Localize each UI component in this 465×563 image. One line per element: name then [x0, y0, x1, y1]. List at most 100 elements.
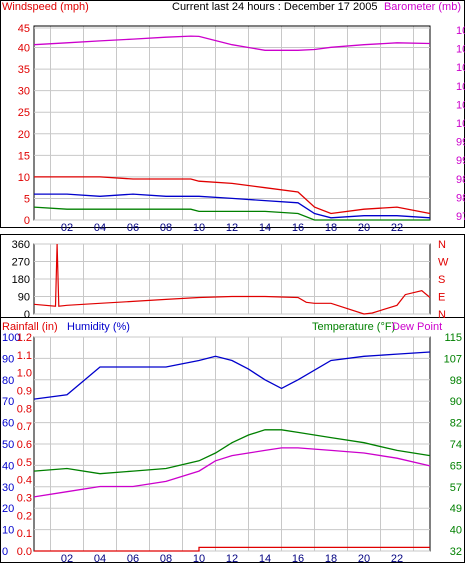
- rainfall-tick-label: 0.0: [17, 546, 32, 558]
- direction-tick-label: 360: [12, 239, 30, 251]
- hour-tick-label: 18: [325, 553, 337, 563]
- series-line-barometer: [33, 35, 431, 51]
- temperature-tick-label: 107: [444, 353, 462, 365]
- hour-tick-label: 04: [94, 222, 106, 234]
- barometer-tick-label: 980: [456, 192, 465, 204]
- rainfall-tick-label: 1.1: [17, 350, 32, 362]
- temperature-tick-label: 115: [444, 332, 462, 344]
- hour-tick-label: 20: [358, 553, 370, 563]
- hour-tick-label: 16: [292, 553, 304, 563]
- compass-tick-label: E: [438, 292, 445, 304]
- panel-2-frame: [0, 234, 465, 318]
- humidity-tick-label: 100: [2, 332, 20, 344]
- series-line-low: [33, 206, 430, 221]
- dew-point-axis-title: Dew Point: [392, 321, 443, 333]
- direction-tick-label: 90: [18, 292, 30, 304]
- hour-tick-label: 12: [226, 553, 238, 563]
- rainfall-axis-title: Rainfall (in): [2, 321, 58, 333]
- humidity-tick-label: 90: [2, 353, 14, 365]
- hour-tick-label: 06: [127, 553, 139, 563]
- rainfall-tick-label: 0.2: [17, 510, 32, 522]
- barometer-tick-label: 1007: [456, 99, 465, 111]
- rainfall-tick-label: 1.0: [17, 368, 32, 380]
- temperature-tick-label: 65: [450, 460, 462, 472]
- panel-1-frame: [0, 0, 465, 228]
- temperature-tick-label: 32: [450, 546, 462, 558]
- series-line-rainfall: [34, 546, 430, 552]
- series-line-humidity: [33, 351, 431, 400]
- windspeed-tick-label: 10: [18, 172, 30, 184]
- barometer-tick-label: 1001: [456, 118, 465, 130]
- hour-tick-label: 08: [160, 553, 172, 563]
- hour-tick-label: 14: [259, 222, 271, 234]
- humidity-tick-label: 40: [2, 460, 14, 472]
- series-line-average: [34, 193, 431, 219]
- direction-tick-label: 180: [12, 274, 30, 286]
- series-line-wind-direction: [33, 243, 431, 315]
- barometer-tick-label: 1022: [456, 44, 465, 56]
- humidity-tick-label: 20: [2, 503, 14, 515]
- windspeed-tick-label: 20: [18, 129, 30, 141]
- rainfall-tick-label: 0.4: [17, 475, 32, 487]
- barometer-tick-label: 1027: [456, 25, 465, 37]
- rainfall-tick-label: 0.7: [17, 421, 32, 433]
- windspeed-tick-label: 0: [24, 215, 30, 227]
- hour-tick-label: 08: [160, 222, 172, 234]
- windspeed-tick-label: 15: [18, 150, 30, 162]
- humidity-tick-label: 60: [2, 418, 14, 430]
- rainfall-tick-label: 0.1: [17, 528, 32, 540]
- humidity-axis-title: Humidity (%): [67, 321, 130, 333]
- humidity-tick-label: 10: [2, 525, 14, 537]
- rainfall-tick-label: 0.3: [17, 493, 32, 505]
- windspeed-tick-label: 40: [18, 43, 30, 55]
- humidity-tick-label: 30: [2, 482, 14, 494]
- barometer-tick-label: 991: [456, 155, 465, 167]
- compass-tick-label: N: [438, 239, 446, 251]
- series-line-temperature: [33, 429, 431, 475]
- series-line-gust: [34, 176, 431, 215]
- barometer-tick-label: 1016: [456, 62, 465, 74]
- temperature-tick-label: 90: [450, 396, 462, 408]
- hour-tick-label: 10: [193, 222, 205, 234]
- temperature-tick-label: 74: [450, 439, 462, 451]
- series-line-dew-point: [33, 447, 431, 498]
- hour-tick-label: 04: [94, 553, 106, 563]
- rainfall-tick-label: 0.5: [17, 457, 32, 469]
- temperature-tick-label: 82: [450, 418, 462, 430]
- windspeed-tick-label: 35: [18, 64, 30, 76]
- humidity-tick-label: 80: [2, 375, 14, 387]
- windspeed-tick-label: 25: [18, 107, 30, 119]
- hour-tick-label: 06: [127, 222, 139, 234]
- hour-tick-label: 12: [226, 222, 238, 234]
- temperature-tick-label: 98: [450, 375, 462, 387]
- rainfall-tick-label: 1.2: [17, 332, 32, 344]
- hour-tick-label: 16: [292, 222, 304, 234]
- hour-tick-label: 18: [325, 222, 337, 234]
- temperature-tick-label: 57: [450, 482, 462, 494]
- compass-tick-label: N: [438, 309, 446, 321]
- humidity-tick-label: 0: [2, 546, 8, 558]
- windspeed-axis-title: Windspeed (mph): [2, 1, 89, 13]
- hour-tick-label: 10: [193, 553, 205, 563]
- barometer-tick-label: 975: [456, 211, 465, 223]
- graph-title: Current last 24 hours : December 17 2005: [172, 1, 378, 13]
- barometer-tick-label: 985: [456, 174, 465, 186]
- rainfall-tick-label: 0.8: [17, 403, 32, 415]
- hour-tick-label: 14: [259, 553, 271, 563]
- barometer-axis-title: Barometer (mb): [383, 1, 461, 13]
- humidity-tick-label: 50: [2, 439, 14, 451]
- hour-tick-label: 22: [391, 222, 403, 234]
- temperature-tick-label: 49: [450, 503, 462, 515]
- compass-tick-label: S: [438, 274, 445, 286]
- windspeed-tick-label: 30: [18, 86, 30, 98]
- compass-tick-label: W: [438, 257, 449, 269]
- temperature-tick-label: 40: [450, 525, 462, 537]
- humidity-tick-label: 70: [2, 396, 14, 408]
- windspeed-tick-label: 45: [18, 23, 30, 35]
- windspeed-tick-label: 5: [24, 193, 30, 205]
- hour-tick-label: 02: [61, 553, 73, 563]
- barometer-tick-label: 996: [456, 137, 465, 149]
